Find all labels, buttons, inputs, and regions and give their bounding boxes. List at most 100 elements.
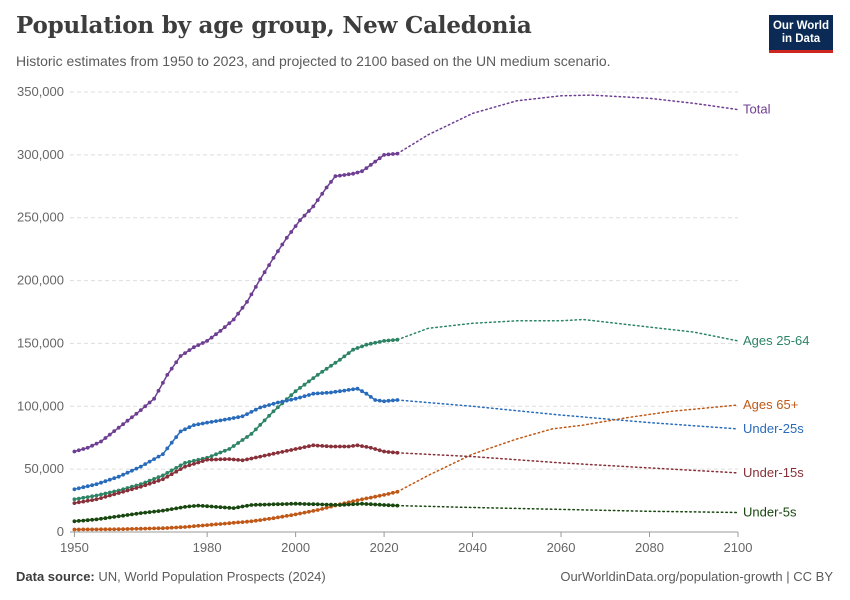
data-point xyxy=(236,458,241,462)
projection-line-under-15s xyxy=(396,452,739,474)
data-point xyxy=(183,525,187,529)
data-point xyxy=(368,445,373,450)
data-point xyxy=(183,427,187,432)
data-point xyxy=(125,488,130,493)
data-point xyxy=(99,439,103,444)
data-point xyxy=(222,448,227,453)
data-point xyxy=(364,502,369,506)
data-point xyxy=(271,256,276,260)
data-point xyxy=(161,473,165,478)
data-point xyxy=(293,389,298,394)
data-point xyxy=(143,483,148,488)
data-point xyxy=(373,340,378,345)
data-point xyxy=(245,300,249,304)
data-point xyxy=(112,492,117,497)
owid-logo[interactable]: Our World in Data xyxy=(769,15,833,53)
data-point xyxy=(90,443,94,448)
data-point xyxy=(187,460,192,464)
data-point xyxy=(271,451,276,456)
data-point xyxy=(315,508,320,512)
data-point xyxy=(262,418,267,423)
data-point xyxy=(130,415,134,420)
data-point xyxy=(85,495,90,499)
data-point xyxy=(253,407,258,412)
data-point xyxy=(183,505,187,509)
data-point xyxy=(342,173,347,177)
data-point xyxy=(121,472,125,477)
data-point xyxy=(231,317,236,322)
projection-line-ages-65- xyxy=(396,404,739,493)
logo-line-1: Our World xyxy=(772,20,829,32)
data-point xyxy=(205,523,210,527)
data-source: Data source: UN, World Population Prospe… xyxy=(16,569,326,584)
data-point xyxy=(289,230,294,234)
data-point xyxy=(333,174,338,179)
data-point xyxy=(192,345,196,350)
data-point xyxy=(382,339,386,343)
data-point xyxy=(116,425,121,430)
data-point xyxy=(187,425,192,430)
data-point xyxy=(196,343,201,347)
data-point xyxy=(351,502,355,507)
data-point xyxy=(72,519,77,524)
data-point xyxy=(249,503,254,507)
data-point xyxy=(81,499,86,504)
data-point xyxy=(293,512,298,517)
data-point xyxy=(284,514,289,518)
data-point xyxy=(200,421,205,426)
data-point xyxy=(320,502,325,507)
data-point xyxy=(116,514,121,519)
data-point xyxy=(346,502,351,507)
x-tick-label: 2080 xyxy=(635,540,664,555)
data-point xyxy=(320,391,325,395)
data-point xyxy=(196,523,201,528)
data-point xyxy=(134,466,139,471)
credit-link[interactable]: OurWorldinData.org/population-growth | C… xyxy=(560,569,833,584)
data-point xyxy=(99,480,103,485)
data-point xyxy=(236,441,241,445)
data-point xyxy=(373,398,378,402)
data-point xyxy=(346,388,351,392)
data-point xyxy=(302,510,307,515)
data-point xyxy=(138,526,143,531)
data-point xyxy=(280,399,285,404)
data-point xyxy=(355,346,360,350)
data-point xyxy=(209,522,214,527)
data-point xyxy=(227,505,232,510)
data-point xyxy=(138,484,143,489)
data-point xyxy=(276,450,280,455)
data-point xyxy=(276,502,280,507)
data-point xyxy=(333,389,338,394)
data-point xyxy=(107,515,112,520)
data-point xyxy=(99,496,103,500)
data-point xyxy=(324,366,329,371)
data-point xyxy=(320,369,325,374)
data-point xyxy=(284,235,289,240)
data-point xyxy=(72,527,77,532)
data-point xyxy=(107,493,112,498)
data-point xyxy=(112,489,117,494)
series-ages-25-64 xyxy=(72,318,739,502)
data-point xyxy=(214,457,218,462)
data-point xyxy=(99,492,103,497)
data-point xyxy=(147,400,152,405)
data-point xyxy=(134,526,139,531)
data-point xyxy=(311,204,316,209)
data-point xyxy=(289,513,294,518)
data-point xyxy=(311,376,316,380)
data-point xyxy=(284,449,289,453)
series-label-under-15s: Under-15s xyxy=(743,465,804,480)
data-point xyxy=(284,502,289,506)
series-under-25s xyxy=(72,386,739,492)
data-point xyxy=(130,527,134,531)
data-point xyxy=(377,448,382,453)
data-point xyxy=(231,416,236,420)
data-point xyxy=(178,505,183,510)
data-point xyxy=(307,444,311,449)
data-point xyxy=(143,404,148,409)
data-source-label: Data source: xyxy=(16,569,95,584)
data-point xyxy=(134,486,139,490)
data-point xyxy=(161,508,165,513)
data-point xyxy=(94,493,99,498)
